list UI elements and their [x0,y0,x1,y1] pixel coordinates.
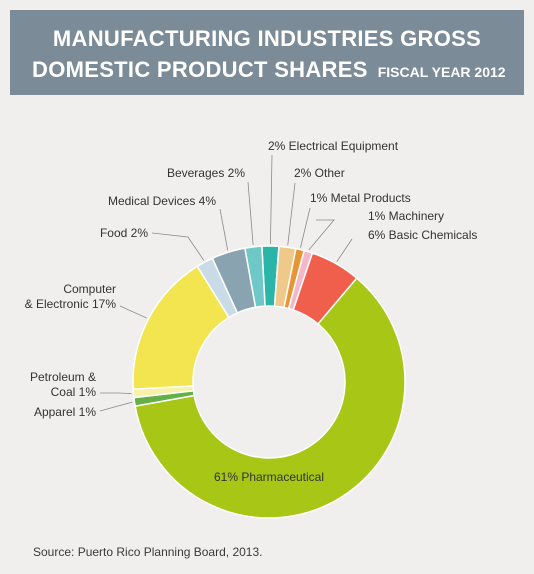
leader-medical-devices [219,208,229,251]
label-computer-and-electronic: Computer & Electronic 17% [25,282,117,311]
leader-computer-and-electronic [119,305,147,319]
leader-petroleum-and-coal [100,392,132,394]
label-food: Food 2% [100,226,148,240]
label-pharmaceutical: 61% Pharmaceutical [214,470,324,484]
label-machinery: 1% Machinery [368,209,444,223]
chart-subtitle: FISCAL YEAR 2012 [377,64,506,80]
source-note: Source: Puerto Rico Planning Board, 2013… [33,545,263,559]
label-basic-chemicals: 6% Basic Chemicals [368,228,477,242]
leader-food [151,232,205,261]
label-other: 2% Other [294,166,345,180]
donut-slices [132,245,406,519]
label-beverages: Beverages 2% [167,166,245,180]
leader-basic-chemicals [336,238,353,262]
leader-beverages [247,181,254,245]
leader-metal-products [300,207,311,248]
label-metal-products: 1% Metal Products [310,191,411,205]
leader-machinery [308,219,335,251]
chart-title-line2: DOMESTIC PRODUCT SHARES FISCAL YEAR 2012 [32,57,506,83]
slice-pharmaceutical [134,277,406,519]
chart-title-line1: MANUFACTURING INDUSTRIES GROSS [52,26,482,51]
leader-apparel [99,401,133,412]
label-electrical-equipment: 2% Electrical Equipment [268,139,399,153]
label-apparel: Apparel 1% [34,405,96,419]
label-petroleum-and-coal: Petroleum & Coal 1% [30,370,96,399]
chart-title-main: DOMESTIC PRODUCT SHARES [32,57,368,82]
chart-header: MANUFACTURING INDUSTRIES GROSS DOMESTIC … [10,10,524,95]
leader-lines [99,154,353,412]
label-medical-devices: Medical Devices 4% [108,194,216,208]
leader-other [287,182,296,246]
slice-labels: 2% Electrical Equipment 2% Other 1% Metal … [25,139,478,484]
leader-electrical-equipment [270,154,273,245]
slice-beverages [244,245,266,309]
